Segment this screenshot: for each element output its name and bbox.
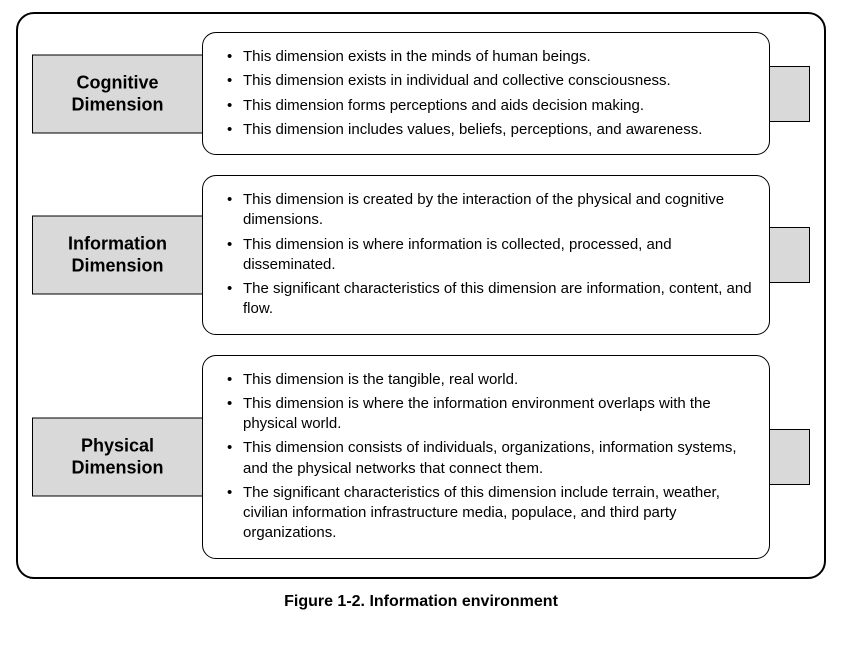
dimension-content-box: This dimension exists in the minds of hu… (202, 32, 770, 155)
dimension-title-line1: Cognitive (76, 72, 158, 92)
bullet-item: The significant characteristics of this … (227, 279, 755, 320)
dimension-content-box: This dimension is created by the interac… (202, 175, 770, 335)
dimension-content-box: This dimension is the tangible, real wor… (202, 355, 770, 559)
bullet-item: This dimension is the tangible, real wor… (227, 370, 755, 390)
figure-caption: Figure 1-2. Information environment (16, 593, 826, 611)
bullet-item: This dimension is where information is c… (227, 235, 755, 276)
dimension-row: Cognitive Dimension This dimension exist… (32, 32, 810, 155)
diagram-frame: Cognitive Dimension This dimension exist… (16, 12, 826, 579)
bullet-list: This dimension is the tangible, real wor… (227, 370, 755, 544)
dimension-row: Physical Dimension This dimension is the… (32, 355, 810, 559)
dimension-label-box: Physical Dimension (32, 417, 202, 496)
bullet-list: This dimension exists in the minds of hu… (227, 47, 755, 140)
bullet-item: The significant characteristics of this … (227, 483, 755, 544)
dimension-title-line2: Dimension (71, 458, 163, 478)
bullet-item: This dimension consists of individuals, … (227, 438, 755, 479)
dimension-trailing-tab (770, 429, 810, 485)
dimension-row: Information Dimension This dimension is … (32, 175, 810, 335)
dimension-title-line1: Information (68, 233, 167, 253)
bullet-item: This dimension exists in individual and … (227, 71, 755, 91)
bullet-item: This dimension forms perceptions and aid… (227, 96, 755, 116)
dimension-trailing-tab (770, 227, 810, 283)
dimension-label-box: Information Dimension (32, 215, 202, 294)
dimension-trailing-tab (770, 66, 810, 122)
dimension-title-line2: Dimension (71, 95, 163, 115)
dimension-title-line1: Physical (81, 435, 154, 455)
dimension-label-box: Cognitive Dimension (32, 54, 202, 133)
bullet-item: This dimension exists in the minds of hu… (227, 47, 755, 67)
dimension-title-line2: Dimension (71, 256, 163, 276)
bullet-item: This dimension is created by the interac… (227, 190, 755, 231)
bullet-item: This dimension is where the information … (227, 394, 755, 435)
bullet-list: This dimension is created by the interac… (227, 190, 755, 320)
bullet-item: This dimension includes values, beliefs,… (227, 120, 755, 140)
